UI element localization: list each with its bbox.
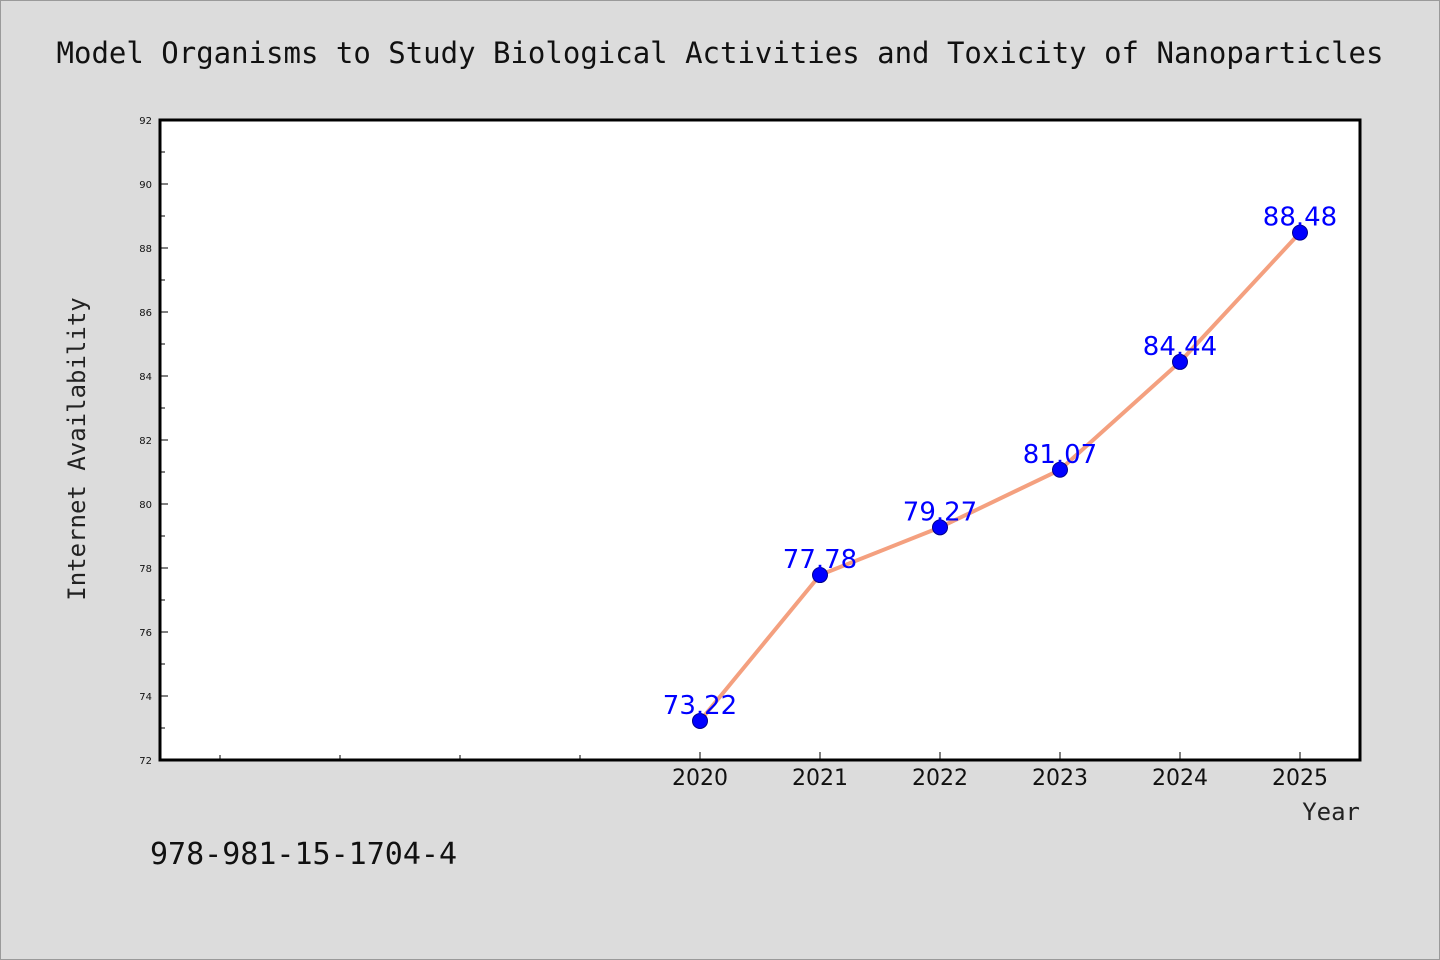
data-point-marker [1052, 461, 1068, 478]
plot-area [158, 118, 1362, 762]
y-tick-label: 92 [139, 116, 152, 127]
data-label: 84.44 [1143, 332, 1217, 362]
y-tick-label: 78 [139, 564, 152, 575]
data-point-marker [1172, 353, 1188, 370]
series-layer: 73.22 77.78 79.27 81.07 84.44 88.48 [663, 203, 1337, 729]
y-tick-label: 86 [139, 308, 152, 319]
y-tick-label: 88 [139, 244, 152, 255]
y-tick-label: 76 [139, 628, 152, 639]
data-point-marker [812, 567, 828, 584]
x-axis-label: Year [1302, 798, 1360, 826]
x-tick-label: 2020 [672, 766, 728, 791]
isbn-annotation: 978-981-15-1704-4 [150, 837, 457, 872]
x-tick-label: 2025 [1272, 766, 1328, 791]
x-axis-ticks: 2020 2021 2022 2023 2024 2025 [219, 752, 1328, 791]
data-point-marker [932, 519, 948, 536]
data-label: 77.78 [783, 545, 857, 575]
y-tick-label: 90 [139, 180, 152, 191]
data-label: 81.07 [1023, 440, 1097, 470]
x-tick-label: 2023 [1032, 766, 1088, 791]
x-tick-label: 2022 [912, 766, 968, 791]
data-label: 79.27 [903, 497, 977, 527]
data-label: 88.48 [1263, 203, 1337, 233]
data-point-marker [692, 712, 708, 729]
y-tick-label: 84 [139, 372, 152, 383]
y-tick-label: 80 [139, 500, 152, 511]
data-point-marker [1292, 224, 1308, 241]
series-line [698, 230, 1302, 723]
y-axis-ticks: 72 74 76 78 80 82 84 86 88 90 92 [139, 116, 168, 767]
y-axis-label: Internet Availability [63, 297, 91, 600]
x-tick-label: 2024 [1152, 766, 1208, 791]
y-tick-label: 82 [139, 436, 152, 447]
chart-title: Model Organisms to Study Biological Acti… [57, 36, 1384, 70]
y-tick-label: 72 [139, 756, 152, 767]
data-label: 73.22 [663, 691, 737, 721]
x-tick-label: 2021 [792, 766, 848, 791]
y-tick-label: 74 [139, 692, 152, 703]
